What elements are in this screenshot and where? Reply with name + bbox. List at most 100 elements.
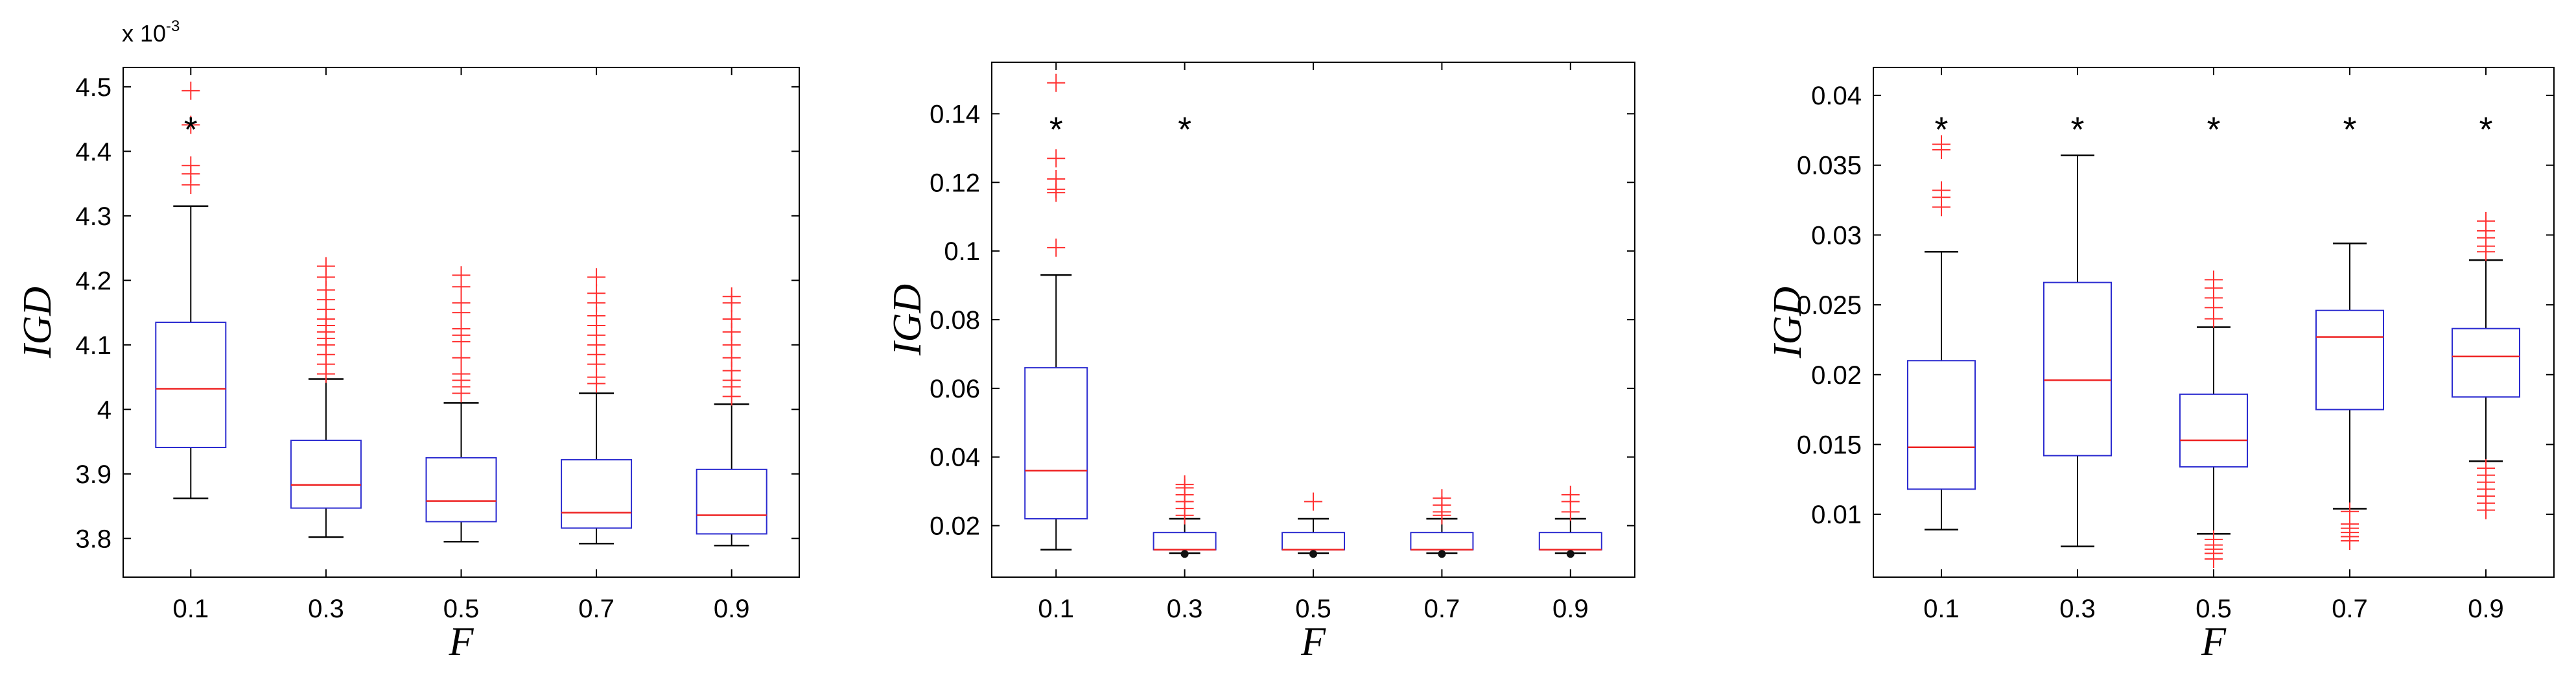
outlier-marker xyxy=(1047,169,1066,188)
outlier-marker xyxy=(1561,485,1580,504)
x-tick-label: 0.3 xyxy=(308,595,344,623)
x-tick-label: 0.1 xyxy=(1038,595,1074,623)
x-tick-label: 0.9 xyxy=(714,595,750,623)
iqr-box xyxy=(1153,532,1217,551)
outlier-marker xyxy=(722,310,741,329)
iqr-box xyxy=(290,440,362,509)
y-tick-label: 0.14 xyxy=(930,100,980,128)
box-group xyxy=(561,268,633,545)
y-axis-label: IGD xyxy=(885,284,930,356)
outlier-marker xyxy=(316,257,335,276)
x-tick-label: 0.5 xyxy=(2195,595,2232,623)
outlier-marker xyxy=(1047,149,1066,168)
outlier-marker xyxy=(1047,238,1066,257)
significance-star: * xyxy=(2343,110,2356,149)
dot-marker xyxy=(1180,550,1189,558)
y-tick-label: 0.1 xyxy=(944,237,980,266)
outlier-marker xyxy=(2205,270,2223,289)
x-tick-label: 0.7 xyxy=(1424,595,1460,623)
outlier-marker xyxy=(452,319,471,338)
y-tick-label: 0.12 xyxy=(930,169,980,197)
iqr-box xyxy=(696,468,767,535)
x-axis-label: F xyxy=(449,620,474,664)
outlier-marker xyxy=(452,348,471,367)
x-tick-label: 0.7 xyxy=(578,595,615,623)
outlier-marker xyxy=(1047,73,1066,92)
outlier-marker xyxy=(452,364,471,383)
iqr-box xyxy=(1538,532,1602,551)
y-tick-label: 4.5 xyxy=(75,73,111,102)
y-tick-label: 4.2 xyxy=(75,267,111,295)
x-tick-label: 0.9 xyxy=(1552,595,1589,623)
outlier-marker xyxy=(181,115,200,134)
chart-panel-3: 0.01 0.015 0.02 0.025 0.03 0.035 0.04 0.1 0.3 0.5… xyxy=(1766,67,2555,664)
significance-star: * xyxy=(2479,110,2492,149)
iqr-box xyxy=(2179,393,2248,468)
x-tick-label: 0.9 xyxy=(2468,595,2504,623)
y-tick-label: 0.02 xyxy=(930,512,980,541)
outlier-marker xyxy=(1932,135,1950,154)
y-tick-label: 3.9 xyxy=(75,460,111,489)
significance-star: * xyxy=(184,110,198,149)
significance-star: * xyxy=(1934,110,1948,149)
chart-panel-2: 0.02 0.04 0.06 0.08 0.1 0.12 0.14 0.1 0.3 0.5 0.7 0… xyxy=(885,62,1635,664)
box-group xyxy=(696,287,767,547)
iqr-box xyxy=(2043,281,2112,457)
outlier-marker xyxy=(587,268,606,287)
y-tick-label: 0.06 xyxy=(930,375,980,403)
x-tick-label: 0.5 xyxy=(443,595,480,623)
outlier-marker xyxy=(2477,211,2495,230)
box-group: * xyxy=(1907,110,1976,531)
significance-star: * xyxy=(2207,110,2220,149)
y-tick-label: 4.3 xyxy=(75,202,111,231)
iqr-box xyxy=(561,458,633,529)
outlier-marker xyxy=(181,156,200,175)
x-tick-label: 0.1 xyxy=(172,595,209,623)
outlier-marker xyxy=(181,81,200,100)
y-tick-label: 4.1 xyxy=(75,331,111,360)
y-tick-label: 4.4 xyxy=(75,137,111,166)
box-group: * xyxy=(1153,110,1217,558)
iqr-box xyxy=(2452,327,2520,398)
y-tick-label: 0.015 xyxy=(1797,431,1862,459)
outlier-marker xyxy=(722,287,741,306)
outlier-marker xyxy=(2477,459,2495,478)
y-tick-label: 0.08 xyxy=(930,306,980,335)
outlier-marker xyxy=(2205,530,2223,549)
y-axis-label: IGD xyxy=(1766,287,1810,359)
box-group xyxy=(1410,489,1474,558)
x-tick-label: 0.3 xyxy=(2059,595,2096,623)
y-tick-label: 0.01 xyxy=(1811,501,1862,529)
significance-star: * xyxy=(2070,110,2084,149)
outlier-marker xyxy=(1304,492,1322,511)
x-tick-label: 0.1 xyxy=(1923,595,1960,623)
y-exponent-label: x 10-3 xyxy=(122,18,180,47)
iqr-box xyxy=(425,457,497,523)
outlier-marker xyxy=(1932,181,1950,200)
iqr-box xyxy=(1024,367,1088,520)
iqr-box xyxy=(155,322,227,449)
y-tick-label: 0.03 xyxy=(1811,221,1862,250)
outlier-marker xyxy=(452,294,471,313)
significance-star: * xyxy=(1049,110,1063,149)
dot-marker xyxy=(1566,550,1575,558)
box-group: * xyxy=(2179,110,2248,569)
iqr-box xyxy=(2315,309,2384,410)
box-group xyxy=(290,257,362,538)
y-tick-label: 0.025 xyxy=(1797,291,1862,320)
box-group: * xyxy=(2043,110,2112,547)
y-tick-label: 4 xyxy=(97,396,111,424)
box-group: * xyxy=(1024,73,1088,551)
outlier-marker xyxy=(2341,502,2359,521)
y-tick-label: 0.035 xyxy=(1797,152,1862,180)
y-axis-label: IGD xyxy=(16,287,60,359)
box-group: * xyxy=(2452,110,2520,519)
x-tick-label: 0.3 xyxy=(1167,595,1203,623)
y-tick-label: 0.02 xyxy=(1811,361,1862,390)
box-group: * xyxy=(155,81,227,499)
y-tick-label: 0.04 xyxy=(930,444,980,472)
x-axis-label: F xyxy=(2201,620,2227,664)
significance-star: * xyxy=(1178,110,1191,149)
outlier-marker xyxy=(587,284,606,303)
